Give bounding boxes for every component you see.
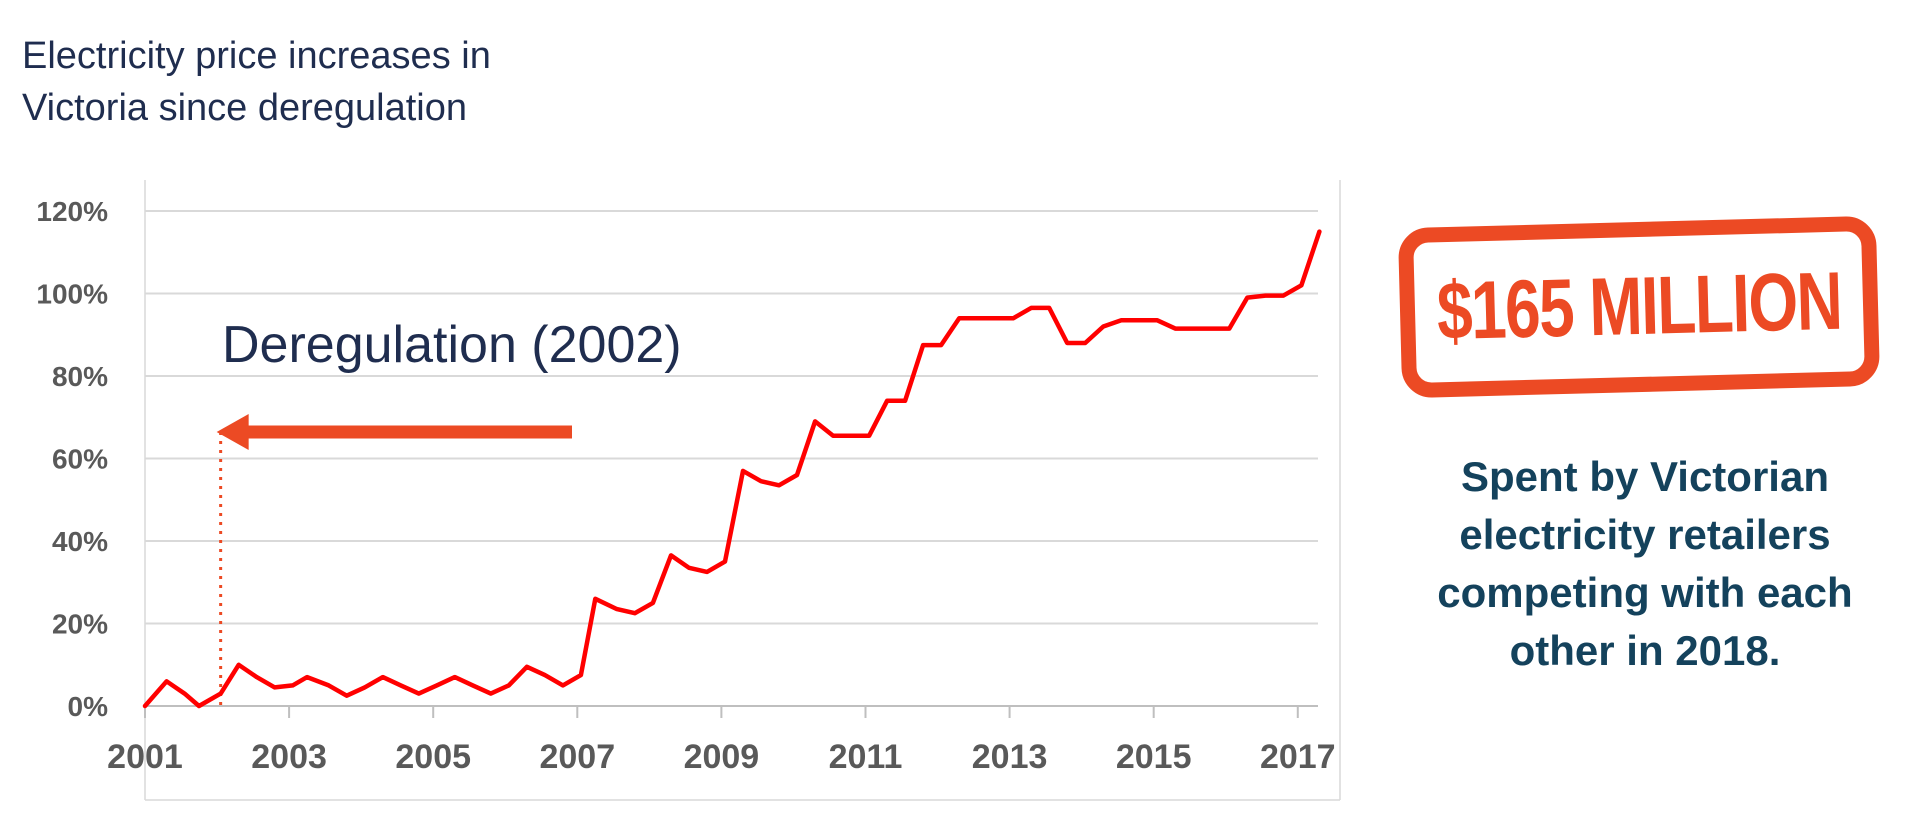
price-data-point	[939, 343, 944, 348]
x-tick-label: 2017	[1260, 738, 1336, 776]
y-tick-label: 120%	[36, 196, 108, 227]
price-data-point	[759, 479, 764, 484]
price-data-point	[723, 559, 728, 564]
y-tick-label: 80%	[52, 361, 108, 392]
price-data-point	[470, 683, 475, 688]
price-data-point	[416, 691, 421, 696]
price-data-point	[290, 683, 295, 688]
price-data-point	[1119, 318, 1124, 323]
price-data-point	[197, 704, 202, 709]
price-data-point	[993, 316, 998, 321]
price-data-point	[975, 316, 980, 321]
spend-stamp: $165 MILLION	[1397, 215, 1881, 399]
price-data-point	[1047, 305, 1052, 310]
x-tick-label: 2009	[684, 738, 760, 776]
price-data-point	[705, 569, 710, 574]
price-data-point	[849, 433, 854, 438]
price-data-point	[1245, 295, 1250, 300]
x-tick-label: 2007	[539, 738, 615, 776]
price-data-point	[795, 473, 800, 478]
price-data-point	[669, 553, 674, 558]
price-data-point	[452, 675, 457, 680]
y-tick-label: 60%	[52, 444, 108, 475]
price-data-point	[1227, 326, 1232, 331]
price-data-point	[1209, 326, 1214, 331]
y-tick-label: 20%	[52, 609, 108, 640]
price-data-point	[344, 693, 349, 698]
note-line-3: competing with each	[1437, 569, 1853, 616]
page-title-line-1: Electricity price increases in	[22, 35, 491, 77]
price-data-point	[741, 468, 746, 473]
price-data-point	[1317, 229, 1322, 234]
price-data-point	[1299, 283, 1304, 288]
price-data-point	[1137, 318, 1142, 323]
spend-note: Spent by Victorian electricity retailers…	[1395, 448, 1895, 680]
price-data-point	[434, 683, 439, 688]
price-data-point	[921, 343, 926, 348]
price-data-point	[614, 607, 619, 612]
price-data-point	[182, 691, 187, 696]
price-data-point	[305, 675, 310, 680]
price-data-point	[380, 675, 385, 680]
price-data-point	[143, 704, 148, 709]
note-line-1: Spent by Victorian	[1461, 453, 1829, 500]
price-data-point	[1011, 316, 1016, 321]
price-data-point	[632, 611, 637, 616]
price-data-point	[831, 433, 836, 438]
price-data-point	[1173, 326, 1178, 331]
price-data-point	[593, 596, 598, 601]
price-data-point	[1029, 305, 1034, 310]
price-data-point	[398, 683, 403, 688]
price-data-point	[885, 398, 890, 403]
price-data-point	[488, 691, 493, 696]
price-data-point	[1281, 293, 1286, 298]
note-line-2: electricity retailers	[1459, 511, 1831, 558]
price-series-line	[142, 229, 1322, 709]
page-title: Electricity price increases in Victoria …	[22, 30, 662, 134]
price-data-point	[1263, 293, 1268, 298]
price-data-point	[218, 691, 223, 696]
price-data-point	[560, 683, 565, 688]
x-tick-label: 2013	[972, 738, 1048, 776]
price-data-point	[1065, 341, 1070, 346]
price-data-point	[1083, 341, 1088, 346]
price-data-point	[650, 600, 655, 605]
price-data-point	[506, 683, 511, 688]
price-data-point	[164, 679, 169, 684]
x-tick-label: 2015	[1116, 738, 1192, 776]
stamp-text: $165 MILLION	[1435, 255, 1843, 358]
price-data-point	[1155, 318, 1160, 323]
price-data-point	[1191, 326, 1196, 331]
x-tick-label: 2011	[829, 738, 903, 776]
deregulation-arrow-head	[216, 414, 249, 450]
price-data-point	[578, 673, 583, 678]
price-data-point	[524, 664, 529, 669]
price-data-point	[542, 673, 547, 678]
y-tick-label: 40%	[52, 526, 108, 557]
price-data-point	[326, 683, 331, 688]
price-data-point	[362, 685, 367, 690]
price-data-point	[254, 675, 259, 680]
price-data-point	[236, 662, 241, 667]
line-chart: 0% 20% 40% 60% 80% 100% 120% 2001 2003 2005 2007 20…	[36, 180, 1341, 801]
price-data-point	[272, 685, 277, 690]
price-data-point	[1101, 324, 1106, 329]
price-data-point	[957, 316, 962, 321]
page-title-line-2: Victoria since deregulation	[22, 87, 468, 129]
x-tick-label: 2005	[395, 738, 471, 776]
price-data-point	[813, 419, 818, 424]
note-line-4: other in 2018.	[1509, 627, 1781, 674]
y-tick-label: 0%	[68, 691, 109, 722]
price-data-point	[867, 433, 872, 438]
deregulation-label: Deregulation (2002)	[222, 316, 682, 374]
price-data-point	[903, 398, 908, 403]
x-tick-label: 2003	[251, 738, 327, 776]
x-tick-label: 2001	[107, 738, 183, 776]
price-data-point	[687, 565, 692, 570]
y-tick-label: 100%	[36, 279, 108, 310]
price-data-point	[777, 483, 782, 488]
